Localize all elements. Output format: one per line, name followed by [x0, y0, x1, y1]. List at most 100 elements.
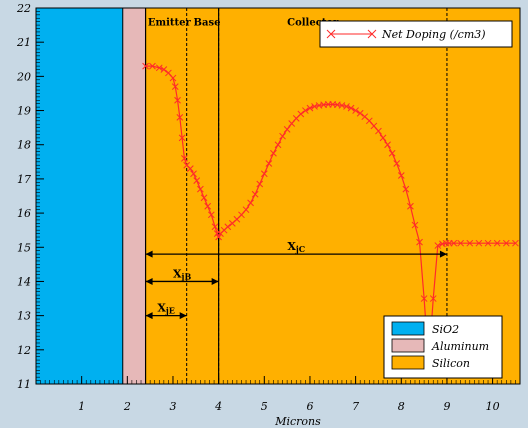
data-point: [407, 202, 414, 210]
dimension-arrow-start: [145, 250, 153, 258]
series-legend: Net Doping (/cm3): [319, 20, 513, 48]
data-point: [512, 239, 519, 247]
data-point: [204, 202, 212, 210]
x-tick-label: 2: [123, 400, 131, 413]
data-point: [190, 170, 197, 178]
data-point: [493, 239, 501, 247]
data-point: [283, 125, 291, 133]
x-tick-label: 9: [443, 400, 450, 413]
region-sio2: [36, 8, 123, 384]
y-tick-label: 18: [17, 139, 31, 152]
data-point: [270, 149, 277, 157]
data-point: [484, 239, 492, 247]
y-tick-label: 22: [16, 2, 31, 15]
data-point: [466, 239, 474, 247]
data-point: [450, 239, 458, 247]
data-point: [181, 155, 188, 162]
dimension-arrow-end: [211, 277, 219, 285]
data-point: [502, 239, 510, 247]
y-tick-label: 20: [16, 70, 31, 83]
data-point: [306, 104, 314, 112]
data-point: [279, 132, 286, 140]
legend-label: Net Doping (/cm3): [381, 28, 486, 41]
data-point: [224, 223, 232, 231]
x-tick-label: 8: [398, 400, 405, 413]
data-point: [178, 134, 186, 142]
data-point: [356, 109, 364, 117]
legend-marker: [367, 29, 377, 39]
y-tick-label: 17: [17, 173, 31, 186]
junction-dimensions: XjE XjB XjC: [145, 240, 447, 320]
x-tick-label: 3: [169, 400, 176, 413]
data-point: [352, 107, 359, 114]
x-tick-label: 5: [261, 400, 268, 413]
x-axis-title: Microns: [274, 415, 321, 428]
data-point: [379, 134, 387, 142]
data-point: [142, 62, 149, 70]
data-point: [169, 74, 177, 82]
data-point: [200, 194, 208, 202]
data-point: [176, 114, 184, 121]
data-point: [402, 185, 410, 193]
region-label-collector: Collector: [287, 18, 339, 29]
data-point: [343, 103, 350, 110]
data-point: [186, 165, 194, 173]
data-point: [211, 223, 219, 231]
data-point: [207, 211, 215, 219]
x-tick-label: 4: [214, 400, 222, 413]
dimension-label-jE: XjE: [157, 302, 175, 316]
materials-legend: SiO2 Aluminum Silicon: [383, 315, 503, 379]
materials-legend-label: Aluminum: [431, 340, 489, 353]
data-point: [274, 141, 282, 149]
data-point: [155, 64, 163, 72]
x-tick-label: 1: [78, 400, 85, 413]
data-point: [434, 242, 442, 249]
dimension-arrow-start: [145, 312, 153, 320]
materials-legend-swatch: [391, 321, 425, 336]
data-point: [420, 295, 428, 302]
data-point: [384, 141, 391, 149]
data-point: [213, 230, 221, 237]
x-tick-label: 6: [306, 400, 313, 413]
data-point: [297, 110, 305, 118]
data-point: [193, 177, 201, 184]
y-tick-label: 21: [16, 36, 31, 49]
dimension-label-jC: XjC: [287, 240, 305, 254]
region-label-base: Base: [194, 18, 221, 29]
materials-legend-label: Silicon: [432, 357, 470, 370]
data-point: [149, 62, 156, 70]
region-aluminum: [122, 8, 146, 384]
data-point: [197, 185, 204, 193]
materials-legend-swatch: [391, 355, 425, 370]
dimension-label-jB: XjB: [173, 267, 191, 281]
device-region-labels: Emitter Base Collector: [148, 18, 339, 29]
legend-marker: [326, 29, 336, 39]
data-point: [171, 83, 179, 90]
materials-legend-label: SiO2: [432, 323, 459, 336]
y-tick-label: 11: [17, 378, 31, 391]
dimension-arrow-start: [145, 277, 153, 285]
x-tick-label: 7: [352, 400, 359, 413]
data-point: [265, 160, 273, 167]
data-point: [375, 127, 382, 135]
dimension-arrow-end: [439, 250, 447, 258]
data-point: [388, 149, 396, 157]
data-point: [429, 295, 437, 302]
y-tick-label: 14: [17, 275, 31, 288]
data-point: [397, 172, 405, 179]
dimension-arrow-end: [179, 312, 187, 320]
y-tick-label: 16: [17, 207, 31, 220]
junction-lines: [122, 8, 448, 384]
x-tick-label: 10: [486, 400, 500, 413]
data-point: [393, 160, 401, 167]
data-point: [251, 190, 259, 198]
data-point: [442, 239, 450, 247]
material-regions: [36, 8, 520, 384]
materials-legend-swatch: [391, 338, 425, 353]
y-tick-label: 13: [17, 310, 31, 323]
data-point: [475, 239, 483, 247]
data-point: [247, 199, 254, 207]
data-point: [160, 66, 168, 73]
